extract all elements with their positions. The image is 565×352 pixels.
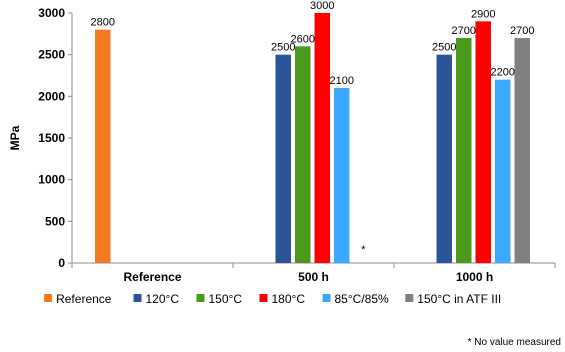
axes: 0 500 1000 1500 2000 2500 3000 Reference 500 h 10… [8, 6, 556, 284]
data-label: 2600 [291, 33, 315, 45]
legend-label: 180°C [272, 292, 306, 306]
footnote: * No value measured [468, 337, 561, 348]
legend-swatch [259, 294, 268, 302]
legend-label: Reference [56, 292, 112, 306]
data-label: 2500 [271, 42, 295, 54]
legend-swatch [405, 294, 414, 302]
data-label: 2200 [491, 67, 515, 79]
legend-swatch [322, 294, 331, 302]
x-tick-label: Reference [123, 270, 181, 284]
y-tick-label: 1500 [38, 131, 65, 145]
legend-label: 150°C [209, 292, 243, 306]
bar [475, 21, 491, 264]
legend-label: 150°C in ATF III [417, 292, 501, 306]
bars: 2800250026003000210025002700290022002700… [91, 0, 534, 264]
data-label: 2700 [510, 25, 534, 37]
bar [456, 38, 472, 263]
data-label: 2900 [471, 8, 495, 20]
bar [295, 46, 311, 264]
bar [495, 79, 511, 264]
data-label: 2800 [91, 17, 115, 29]
bar [514, 38, 530, 263]
y-tick-label: 2500 [38, 48, 65, 62]
legend-label: 85°C/85% [335, 292, 389, 306]
bar [436, 54, 452, 263]
data-label: 3000 [310, 0, 334, 12]
bar [314, 13, 330, 263]
data-label: 2100 [330, 75, 354, 87]
legend: Reference 120°C 150°C 180°C 85°C/85% 150°C in… [44, 292, 501, 306]
data-label: 2500 [432, 42, 456, 54]
legend-swatch [44, 294, 53, 302]
y-tick-label: 500 [45, 214, 65, 228]
legend-label: 120°C [146, 292, 180, 306]
annotation: * [361, 244, 366, 256]
y-tick-label: 3000 [38, 6, 65, 20]
y-tick-label: 1000 [38, 173, 65, 187]
y-axis-label: MPa [8, 125, 22, 150]
x-tick-label: 500 h [298, 270, 329, 284]
y-tick-label: 0 [58, 256, 65, 270]
x-tick-label: 1000 h [456, 270, 493, 284]
legend-swatch [133, 294, 142, 302]
data-label: 2700 [452, 25, 476, 37]
bar [95, 29, 111, 263]
legend-swatch [196, 294, 205, 302]
y-tick-label: 2000 [38, 89, 65, 103]
bar [334, 88, 350, 263]
bar [275, 54, 291, 263]
